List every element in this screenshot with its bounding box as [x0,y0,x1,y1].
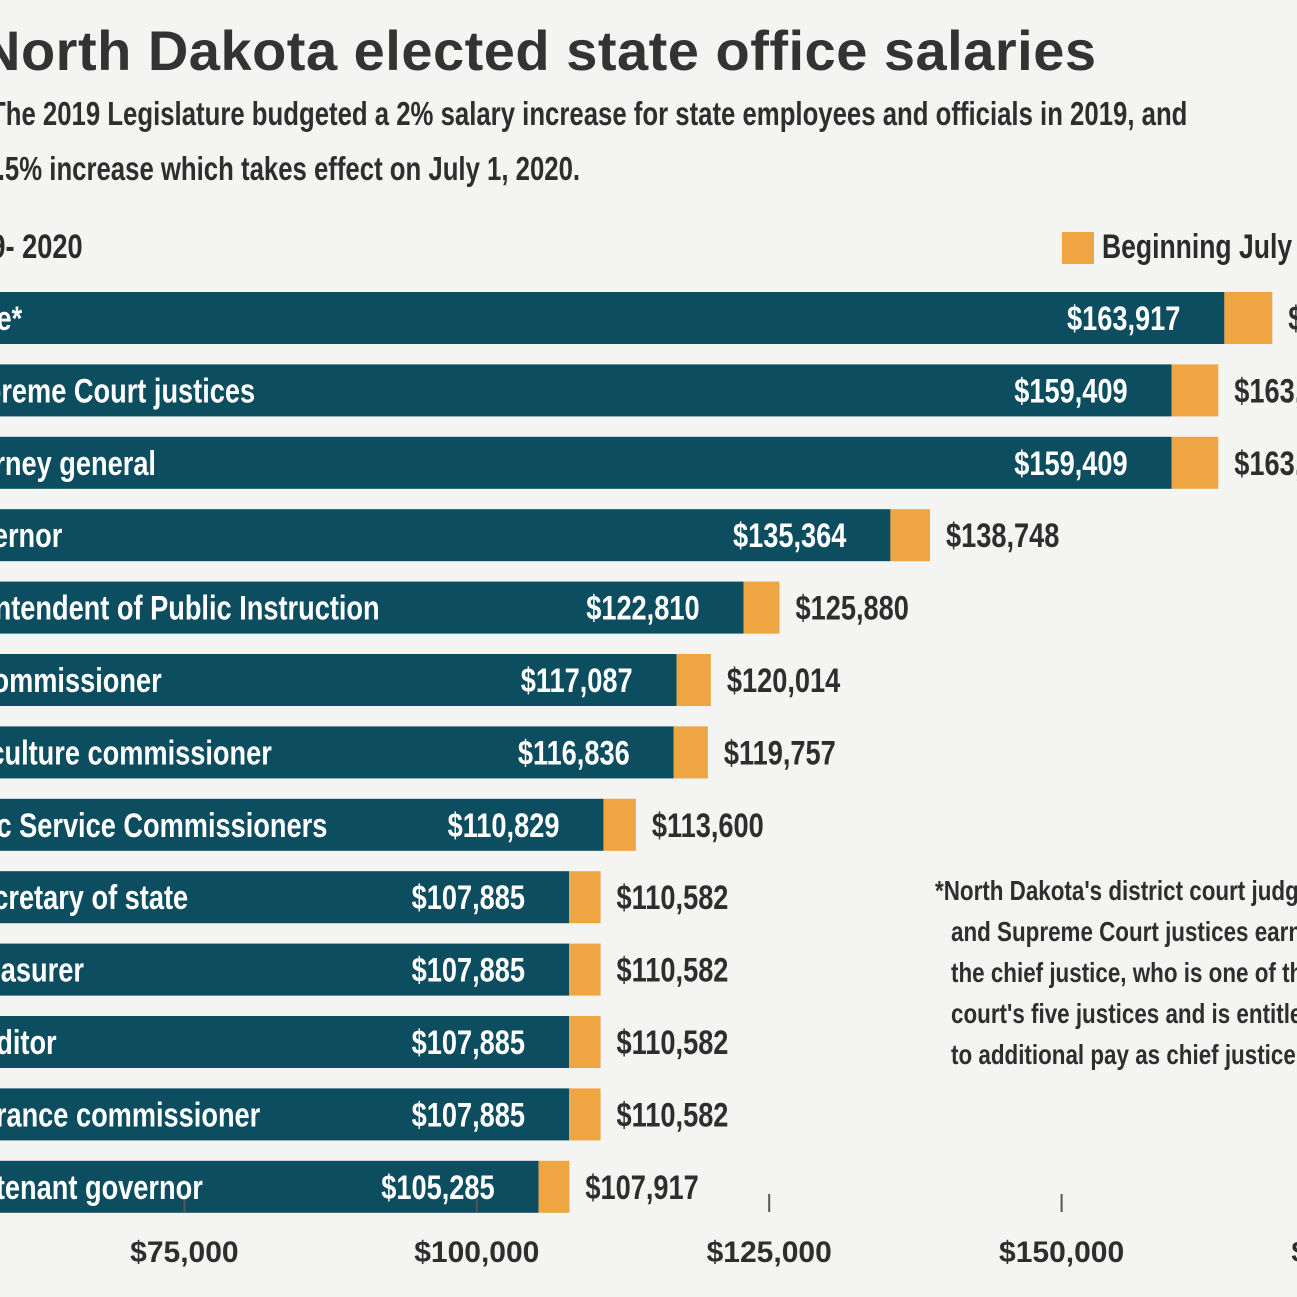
legend-entry-2019-2020: 2019- 2020 [0,228,83,266]
footnote-line-2: and Supreme Court justices earn the [951,916,1297,947]
category-label-secretary-of-state: Secretary of state [0,878,188,917]
tick-label-75000: $75,000 [130,1236,238,1269]
value-label-increase-agriculture-commissioner: $119,757 [724,733,836,772]
category-label-lieutenant-governor: Lieutenant governor [0,1168,203,1207]
bar-base-tax-commissioner [0,654,677,706]
bar-base-superintendent-of-public-instruction [0,581,744,634]
bar-base-insurance-commissioner [0,1088,570,1141]
value-label-base-supreme-court-justices: $159,409 [1014,371,1127,410]
tick-label-100000: $100,000 [414,1236,539,1269]
value-label-base-auditor: $107,885 [412,1023,525,1062]
value-label-increase-insurance-commissioner: $110,582 [617,1095,729,1134]
tick-label-125000: $125,000 [707,1236,832,1269]
bar-increase-agriculture-commissioner [673,726,708,779]
value-label-base-agriculture-commissioner: $116,836 [518,733,630,772]
footnote-line-1: *North Dakota's district court judges [935,875,1297,906]
bar-increase-governor [890,509,930,562]
value-label-increase-superintendent-of-public-instruction: $125,880 [795,589,908,628]
bar-increase-attorney-general [1171,436,1219,489]
value-label-base-tax-commissioner: $117,087 [521,661,633,700]
bar-base-governor [0,509,891,562]
category-label-supreme-court-justices: Supreme Court justices [0,371,255,410]
category-label-treasurer: Treasurer [0,951,84,990]
bar-base-supreme-court-justices [0,364,1172,417]
bar-increase-insurance-commissioner [569,1088,601,1141]
chart-subtitle-line-2: a 2.5% increase which takes effect on Ju… [0,150,581,187]
bar-increase-auditor [569,1016,601,1068]
value-label-increase-attorney-general: $163,394 [1234,444,1297,483]
bar-base-treasurer [0,943,570,996]
value-label-increase-tax-commissioner: $120,014 [727,661,840,700]
value-label-increase-auditor: $110,582 [617,1023,729,1062]
bar-increase-chief-justice [1224,292,1273,344]
bar-base-chief-justice [0,292,1225,344]
value-label-base-secretary-of-state: $107,885 [412,878,525,917]
tick-label-175000: $175,000 [1291,1236,1297,1269]
value-label-base-superintendent-of-public-instruction: $122,810 [586,589,699,628]
category-label-governor: Governor [0,516,62,555]
bar-increase-treasurer [569,943,601,996]
value-label-increase-governor: $138,748 [946,516,1059,555]
value-label-base-attorney-general: $159,409 [1014,444,1127,483]
category-label-chief-justice: Chief justice* [0,299,22,338]
value-label-base-treasurer: $107,885 [412,951,525,990]
footnote-line-4: court's five justices and is entitled [951,998,1297,1029]
bar-increase-public-service-commissioners [603,798,636,851]
bar-base-attorney-general [0,436,1172,489]
category-label-agriculture-commissioner: Agriculture commissioner [0,733,272,772]
footnote-line-3: the chief justice, who is one of the [951,957,1297,988]
bar-increase-secretary-of-state [569,871,601,924]
value-label-base-lieutenant-governor: $105,285 [381,1168,494,1207]
value-label-base-insurance-commissioner: $107,885 [412,1095,525,1134]
footnote-line-5: to additional pay as chief justice. [951,1039,1297,1070]
category-label-tax-commissioner: Tax commissioner [0,661,162,700]
legend-swatch-increase [1062,232,1094,264]
chart-title: North Dakota elected state office salari… [0,19,1097,82]
bar-increase-tax-commissioner [676,654,711,706]
bar-base-agriculture-commissioner [0,726,674,779]
value-label-base-public-service-commissioners: $110,829 [448,806,560,845]
value-label-increase-secretary-of-state: $110,582 [617,878,729,917]
bar-increase-superintendent-of-public-instruction [743,581,780,634]
category-label-insurance-commissioner: Insurance commissioner [0,1095,260,1134]
bar-base-secretary-of-state [0,871,570,924]
value-label-base-chief-justice: $163,917 [1067,299,1180,338]
bar-base-public-service-commissioners [0,798,604,851]
value-label-increase-chief-justice: $168,015 [1288,299,1297,338]
value-label-base-governor: $135,364 [733,516,846,555]
chart-subtitle-line-1: The 2019 Legislature budgeted a 2% salar… [0,95,1188,132]
tick-label-150000: $150,000 [999,1236,1124,1269]
value-label-increase-supreme-court-justices: $163,394 [1234,371,1297,410]
category-label-attorney-general: Attorney general [0,444,156,483]
bar-increase-supreme-court-justices [1171,364,1219,417]
bar-base-auditor [0,1016,570,1068]
footnote: *North Dakota's district court judges an… [935,870,1297,1075]
category-label-auditor: Auditor [0,1023,57,1062]
value-label-increase-treasurer: $110,582 [617,951,729,990]
value-label-increase-public-service-commissioners: $113,600 [652,806,764,845]
bar-increase-lieutenant-governor [538,1160,570,1213]
value-label-increase-lieutenant-governor: $107,917 [585,1168,698,1207]
bar-base-lieutenant-governor [0,1160,539,1213]
category-label-public-service-commissioners: Public Service Commissioners [0,806,327,845]
legend-label-increase: Beginning July 1, 2020 [1102,228,1297,266]
category-label-superintendent-of-public-instruction: Superintendent of Public Instruction [0,589,380,628]
